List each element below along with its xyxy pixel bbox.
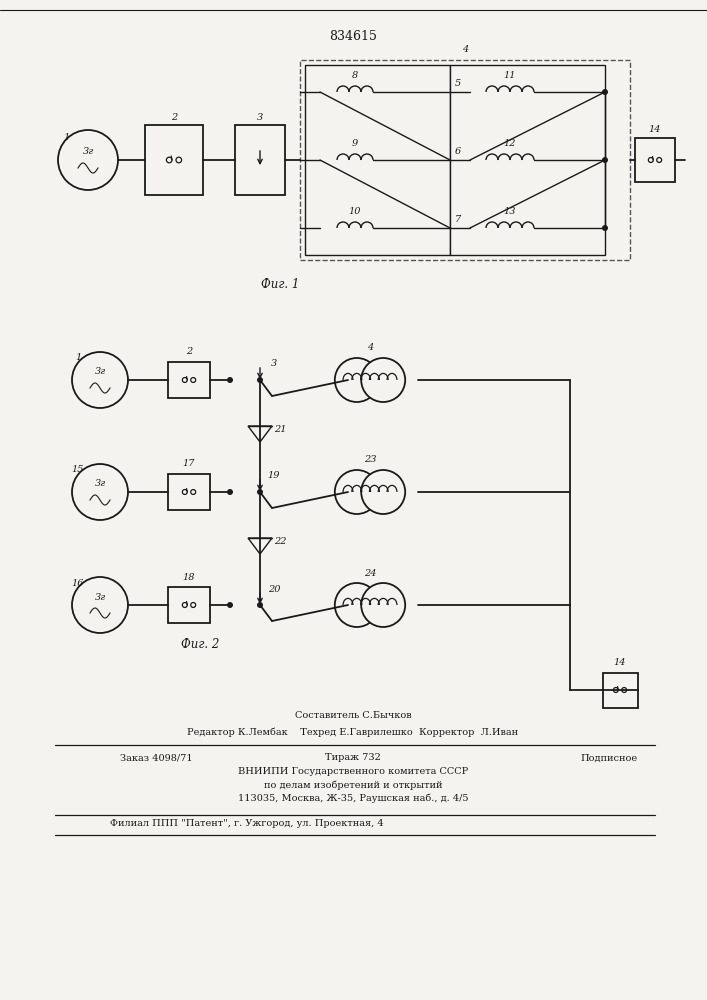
Text: 19: 19 [268, 472, 280, 481]
Circle shape [72, 352, 128, 408]
Text: ВНИИПИ Государственного комитета СССР: ВНИИПИ Государственного комитета СССР [238, 768, 468, 776]
Text: 3: 3 [271, 360, 277, 368]
Circle shape [182, 378, 187, 382]
Circle shape [176, 157, 182, 163]
Text: 4: 4 [367, 344, 373, 353]
Bar [300, 60, 630, 260]
Text: 12: 12 [504, 139, 516, 148]
Text: 11: 11 [504, 72, 516, 81]
Text: 10: 10 [349, 208, 361, 217]
Text: 15: 15 [71, 466, 84, 475]
Circle shape [335, 470, 379, 514]
Text: 23: 23 [363, 456, 376, 464]
Circle shape [191, 603, 196, 607]
Bar [305, 65, 450, 255]
Text: 16: 16 [71, 578, 84, 587]
Circle shape [257, 489, 263, 495]
Circle shape [227, 377, 233, 383]
Text: 14: 14 [649, 125, 661, 134]
Text: 21: 21 [274, 426, 286, 434]
Circle shape [227, 602, 233, 608]
Text: 18: 18 [182, 572, 195, 582]
Text: 1: 1 [75, 354, 81, 362]
Text: 5: 5 [455, 80, 461, 89]
Circle shape [191, 490, 196, 494]
Text: 20: 20 [268, 584, 280, 593]
Text: 2: 2 [171, 112, 177, 121]
Text: 3г: 3г [95, 367, 105, 376]
Text: 9: 9 [352, 139, 358, 148]
Text: 3г: 3г [95, 592, 105, 601]
Circle shape [614, 688, 618, 692]
Text: 14: 14 [614, 658, 626, 667]
Circle shape [191, 378, 196, 382]
Bar [168, 362, 210, 398]
Circle shape [621, 688, 626, 692]
Text: 3г: 3г [95, 480, 105, 488]
Text: 6: 6 [455, 147, 461, 156]
Bar [235, 125, 285, 195]
Text: 3: 3 [257, 112, 263, 121]
Bar [450, 65, 605, 255]
Bar [145, 125, 203, 195]
Text: Фиг. 2: Фиг. 2 [181, 639, 219, 652]
Circle shape [72, 464, 128, 520]
Circle shape [166, 157, 172, 163]
Circle shape [58, 130, 118, 190]
Text: Фиг. 1: Фиг. 1 [261, 278, 299, 292]
Text: 834615: 834615 [329, 30, 377, 43]
Text: Филиал ППП "Патент", г. Ужгород, ул. Проектная, 4: Филиал ППП "Патент", г. Ужгород, ул. Про… [110, 820, 384, 828]
Circle shape [335, 358, 379, 402]
Circle shape [335, 583, 379, 627]
Text: 8: 8 [352, 72, 358, 81]
Text: 3г: 3г [83, 147, 93, 156]
Circle shape [648, 158, 653, 162]
Circle shape [257, 377, 263, 383]
Text: 113035, Москва, Ж-35, Раушская наб., д. 4/5: 113035, Москва, Ж-35, Раушская наб., д. … [238, 793, 468, 803]
Circle shape [72, 577, 128, 633]
Text: 7: 7 [455, 216, 461, 225]
Bar [168, 474, 210, 510]
Text: 1: 1 [63, 133, 69, 142]
Text: Редактор К.Лембак    Техред Е.Гаврилешко  Корректор  Л.Иван: Редактор К.Лембак Техред Е.Гаврилешко Ко… [187, 727, 518, 737]
Circle shape [602, 225, 608, 231]
Circle shape [361, 358, 405, 402]
Text: Тираж 732: Тираж 732 [325, 754, 381, 762]
Circle shape [602, 157, 608, 163]
Text: по делам изобретений и открытий: по делам изобретений и открытий [264, 780, 443, 790]
Circle shape [182, 490, 187, 494]
Text: Подписное: Подписное [580, 754, 637, 762]
Text: Заказ 4098/71: Заказ 4098/71 [120, 754, 192, 762]
Text: 24: 24 [363, 568, 376, 578]
Text: 22: 22 [274, 538, 286, 546]
Text: 17: 17 [182, 460, 195, 468]
Text: 2: 2 [186, 348, 192, 357]
Circle shape [361, 583, 405, 627]
Circle shape [602, 89, 608, 95]
Circle shape [657, 158, 662, 162]
Text: 4: 4 [462, 45, 468, 54]
Circle shape [227, 489, 233, 495]
Text: Составитель С.Бычков: Составитель С.Бычков [295, 710, 411, 720]
Circle shape [257, 602, 263, 608]
Circle shape [182, 603, 187, 607]
Text: 13: 13 [504, 208, 516, 217]
Bar [602, 672, 638, 708]
Bar [168, 587, 210, 623]
Bar [635, 138, 675, 182]
Circle shape [361, 470, 405, 514]
